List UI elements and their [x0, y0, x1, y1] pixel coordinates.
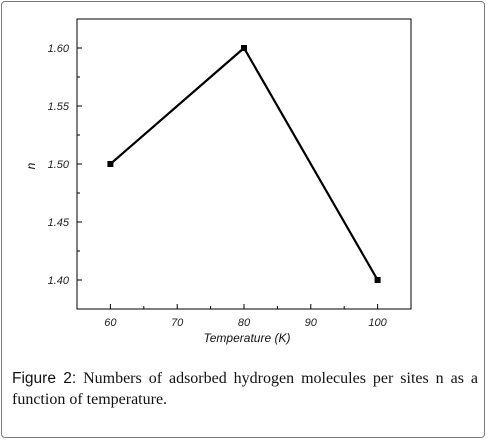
x-tick-label: 60	[104, 317, 117, 329]
x-tick-label: 80	[238, 317, 251, 329]
y-tick-label: 1.60	[48, 43, 70, 55]
data-point	[374, 277, 381, 283]
y-tick-label: 1.45	[48, 217, 70, 229]
data-points	[107, 45, 381, 283]
line-chart: 60 70 80 90 100 1.40 1.45 1.50 1.55 1.60 Tempera…	[24, 18, 412, 345]
y-tick-label: 1.50	[48, 159, 70, 171]
x-axis: 60 70 80 90 100	[104, 304, 388, 329]
caption-text: Numbers of adsorbed hydrogen molecules p…	[12, 370, 478, 408]
x-tick-label: 70	[171, 317, 184, 329]
data-point	[107, 161, 114, 167]
y-tick-label: 1.55	[48, 101, 70, 113]
caption-label: Figure 2:	[12, 370, 77, 387]
x-tick-label: 100	[368, 317, 387, 329]
figure-caption: Figure 2: Numbers of adsorbed hydrogen m…	[12, 368, 478, 410]
data-point	[241, 45, 247, 51]
y-axis-title: n	[24, 162, 38, 169]
x-axis-title: Temperature (K)	[204, 331, 291, 345]
x-tick-label: 90	[305, 317, 318, 329]
plot-area	[76, 18, 412, 310]
y-axis: 1.40 1.45 1.50 1.55 1.60	[48, 43, 82, 287]
y-tick-label: 1.40	[48, 275, 70, 287]
